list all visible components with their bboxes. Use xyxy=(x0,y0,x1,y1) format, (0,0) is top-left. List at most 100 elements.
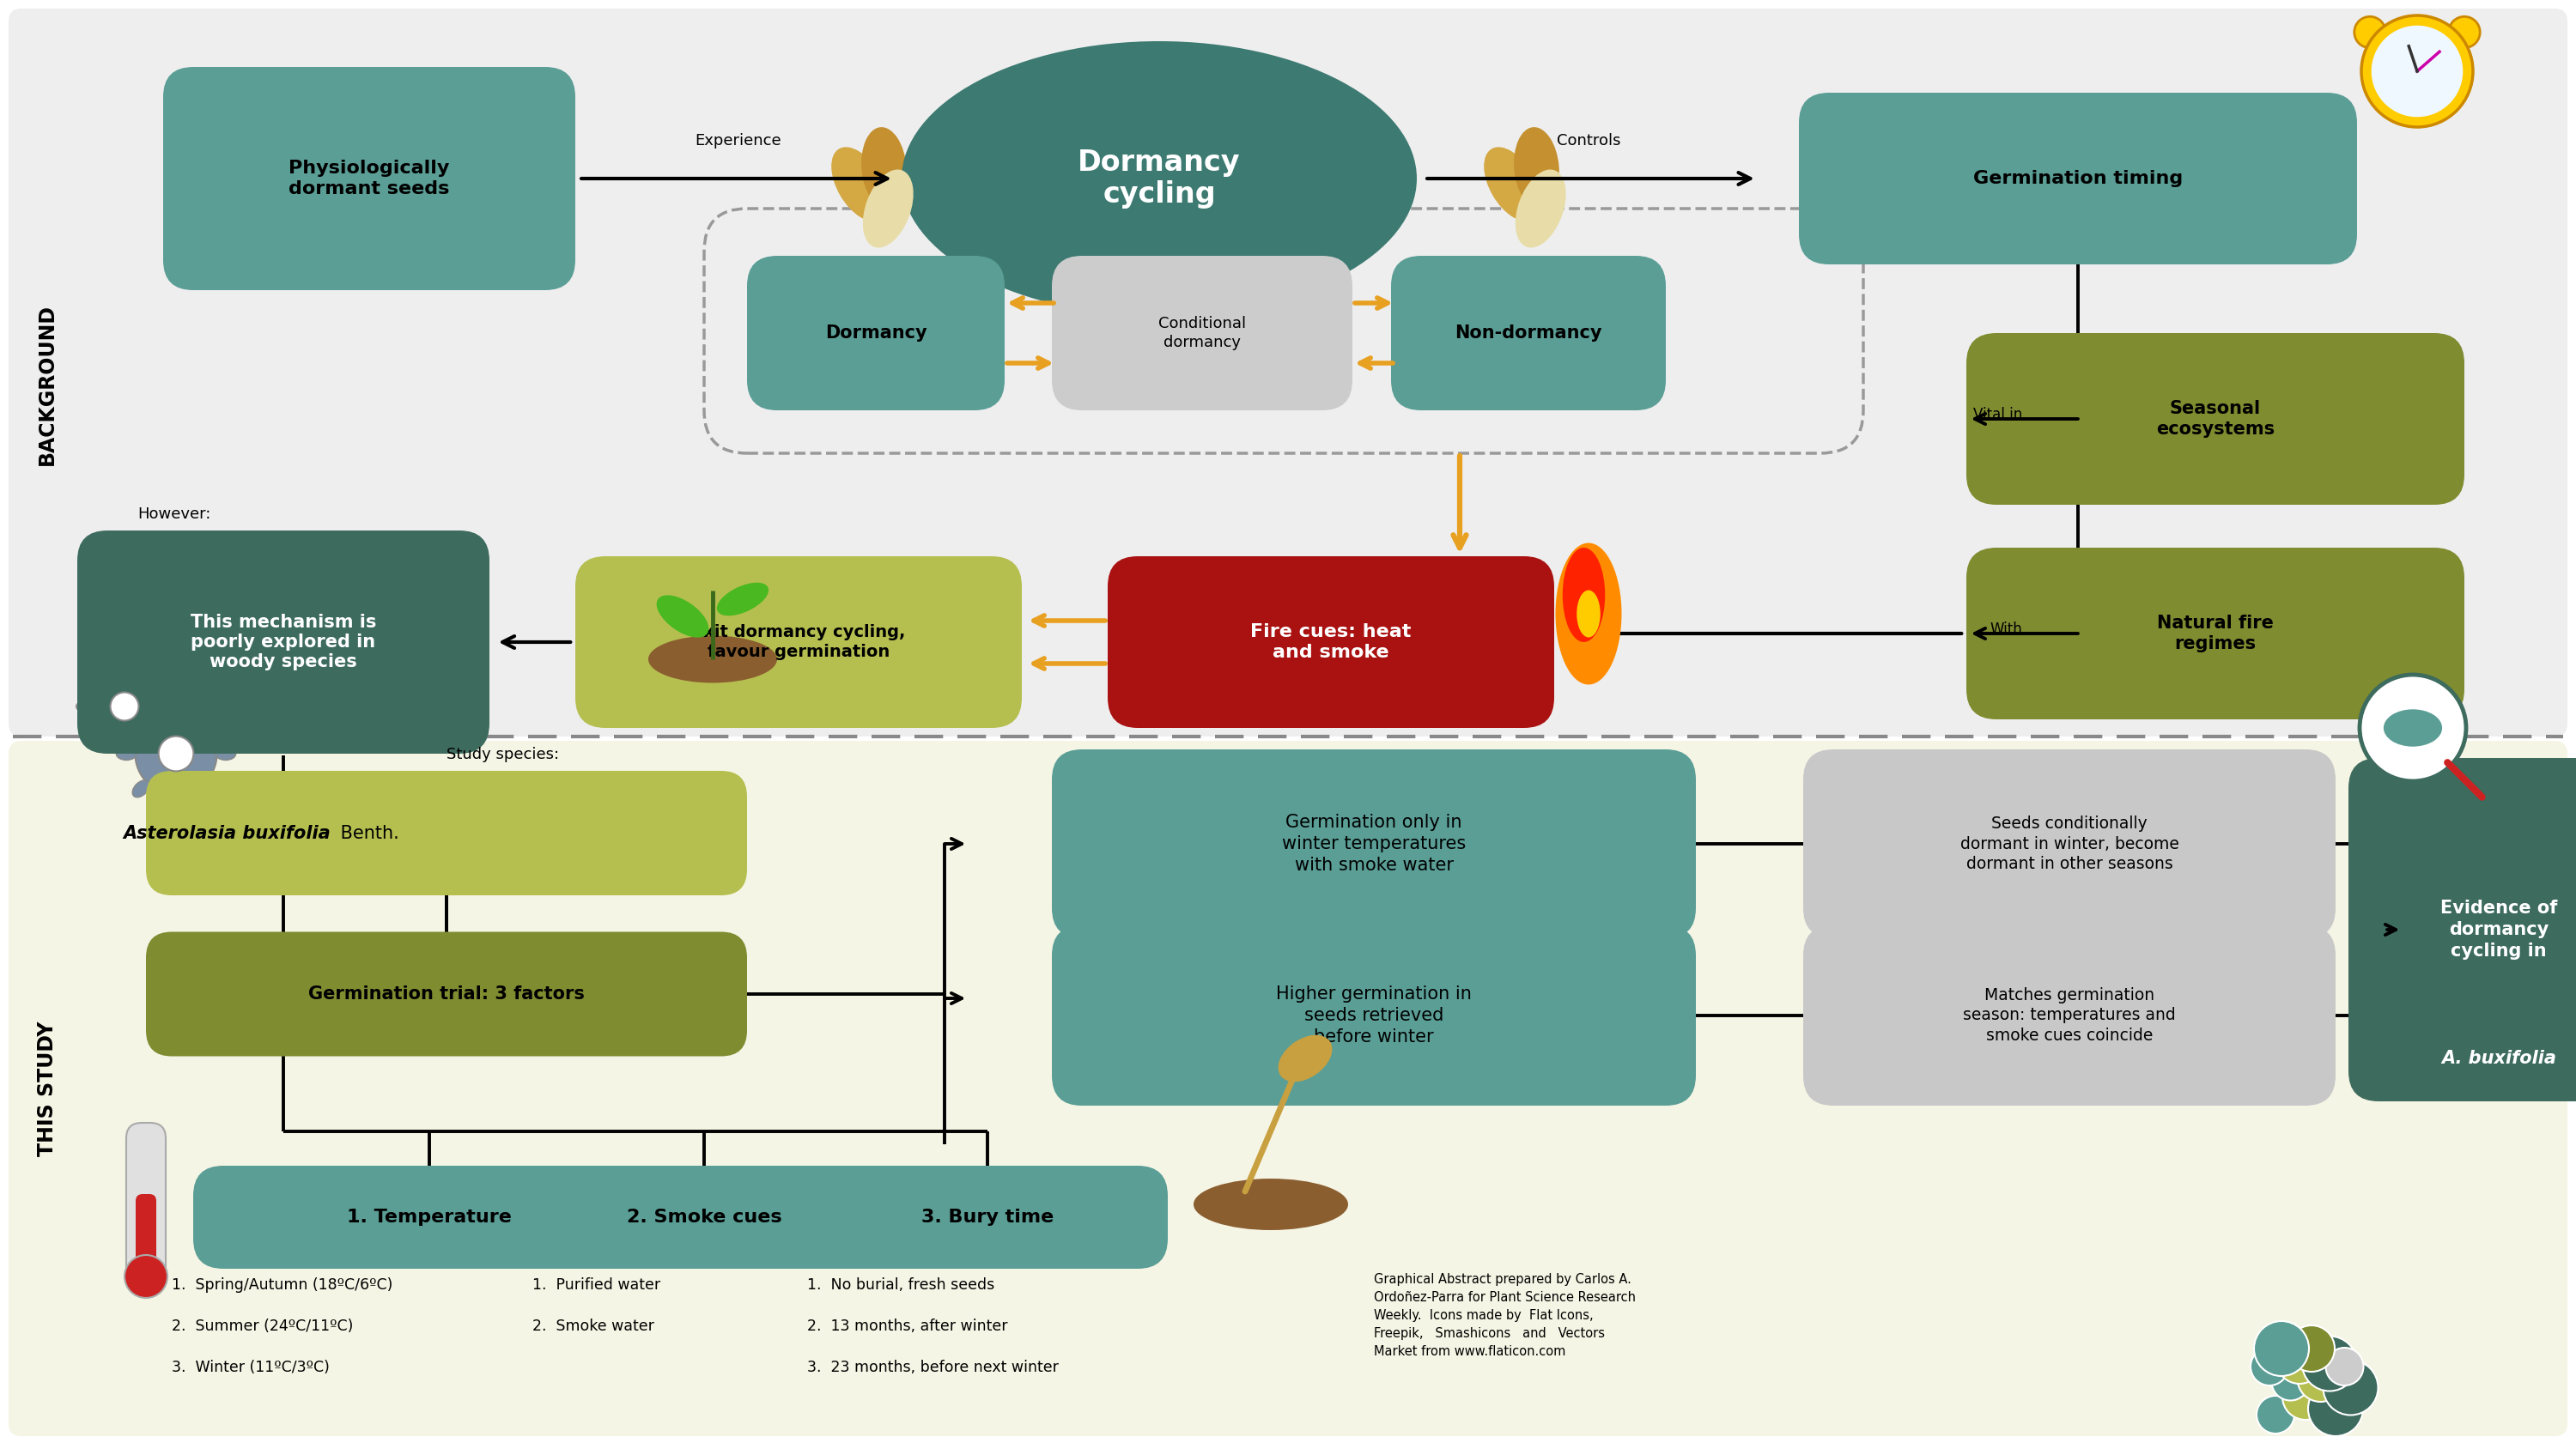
Circle shape xyxy=(2251,1348,2287,1385)
Text: Seeds conditionally
dormant in winter, become
dormant in other seasons: Seeds conditionally dormant in winter, b… xyxy=(1960,816,2179,872)
Text: Physiologically
dormant seeds: Physiologically dormant seeds xyxy=(289,159,451,197)
Ellipse shape xyxy=(157,701,173,711)
Circle shape xyxy=(2326,1348,2365,1385)
Text: Fire cues: heat
and smoke: Fire cues: heat and smoke xyxy=(1249,623,1412,661)
Text: Dormancy: Dormancy xyxy=(824,325,927,342)
FancyBboxPatch shape xyxy=(147,932,747,1056)
FancyBboxPatch shape xyxy=(523,1166,884,1269)
Ellipse shape xyxy=(1193,1178,1347,1230)
Text: 1. Temperature: 1. Temperature xyxy=(348,1208,513,1226)
Circle shape xyxy=(160,736,193,771)
Circle shape xyxy=(2277,1337,2324,1384)
Text: 2.  13 months, after winter: 2. 13 months, after winter xyxy=(806,1319,1007,1335)
FancyBboxPatch shape xyxy=(162,67,574,290)
Text: Germination trial: 3 factors: Germination trial: 3 factors xyxy=(309,985,585,1003)
Circle shape xyxy=(2282,1374,2329,1420)
Ellipse shape xyxy=(131,780,149,797)
Text: 2.  Summer (24ºC/11ºC): 2. Summer (24ºC/11ºC) xyxy=(173,1319,353,1335)
Ellipse shape xyxy=(118,739,129,755)
Text: Germination only in
winter temperatures
with smoke water: Germination only in winter temperatures … xyxy=(1283,814,1466,874)
Ellipse shape xyxy=(204,780,219,797)
FancyBboxPatch shape xyxy=(2349,758,2576,1101)
Circle shape xyxy=(2254,1321,2308,1377)
FancyBboxPatch shape xyxy=(1803,926,2336,1106)
Text: With: With xyxy=(1989,622,2022,638)
Ellipse shape xyxy=(1515,128,1558,209)
Text: Non-dormancy: Non-dormancy xyxy=(1455,325,1602,342)
Ellipse shape xyxy=(832,148,889,222)
FancyBboxPatch shape xyxy=(1803,749,2336,939)
Text: 3.  23 months, before next winter: 3. 23 months, before next winter xyxy=(806,1359,1059,1375)
Text: Natural fire
regimes: Natural fire regimes xyxy=(2156,614,2275,652)
Text: Matches germination
season: temperatures and
smoke cues coincide: Matches germination season: temperatures… xyxy=(1963,987,2177,1043)
FancyBboxPatch shape xyxy=(1965,333,2465,504)
Ellipse shape xyxy=(1484,148,1540,222)
Text: Benth.: Benth. xyxy=(335,824,399,842)
Circle shape xyxy=(2362,16,2473,128)
Circle shape xyxy=(2308,1381,2362,1436)
Ellipse shape xyxy=(170,793,183,813)
Ellipse shape xyxy=(147,671,160,685)
Text: Germination timing: Germination timing xyxy=(1973,170,2182,187)
Ellipse shape xyxy=(1515,170,1566,248)
Text: This mechanism is
poorly explored in
woody species: This mechanism is poorly explored in woo… xyxy=(191,613,376,671)
Ellipse shape xyxy=(147,727,160,742)
Text: THIS STUDY: THIS STUDY xyxy=(36,1022,57,1156)
Text: Dormancy
cycling: Dormancy cycling xyxy=(1077,149,1242,209)
Text: Conditional
dormancy: Conditional dormancy xyxy=(1159,316,1247,351)
Text: Controls: Controls xyxy=(1556,133,1620,148)
FancyBboxPatch shape xyxy=(1798,93,2357,264)
FancyBboxPatch shape xyxy=(1391,256,1667,410)
Circle shape xyxy=(2287,1326,2334,1372)
FancyBboxPatch shape xyxy=(1051,256,1352,410)
Ellipse shape xyxy=(90,727,103,742)
Text: Vital in: Vital in xyxy=(1973,407,2022,422)
Circle shape xyxy=(2298,1355,2344,1401)
Text: Exit dormancy cycling,
favour germination: Exit dormancy cycling, favour germinatio… xyxy=(693,625,904,661)
Text: Asterolasia buxifolia: Asterolasia buxifolia xyxy=(124,824,330,842)
Ellipse shape xyxy=(90,671,103,685)
Text: Higher germination in
seeds retrieved
before winter: Higher germination in seeds retrieved be… xyxy=(1275,985,1471,1045)
FancyBboxPatch shape xyxy=(137,1194,157,1275)
Circle shape xyxy=(111,693,139,720)
Circle shape xyxy=(2450,16,2481,48)
Ellipse shape xyxy=(1564,548,1605,642)
Circle shape xyxy=(2324,1361,2378,1416)
Ellipse shape xyxy=(116,748,137,761)
FancyBboxPatch shape xyxy=(1051,926,1695,1106)
Text: A. buxifolia: A. buxifolia xyxy=(2442,1051,2555,1066)
Ellipse shape xyxy=(170,694,183,714)
Text: BACKGROUND: BACKGROUND xyxy=(36,304,57,465)
FancyBboxPatch shape xyxy=(77,530,489,753)
Text: 1.  Purified water: 1. Purified water xyxy=(533,1278,659,1293)
Circle shape xyxy=(2272,1362,2308,1401)
Circle shape xyxy=(2354,16,2385,48)
Ellipse shape xyxy=(1278,1035,1332,1082)
Ellipse shape xyxy=(1577,590,1600,638)
FancyBboxPatch shape xyxy=(147,771,747,895)
Ellipse shape xyxy=(118,658,129,675)
Circle shape xyxy=(2372,26,2463,117)
FancyBboxPatch shape xyxy=(1108,556,1553,727)
FancyBboxPatch shape xyxy=(193,1166,665,1269)
Text: Seasonal
ecosystems: Seasonal ecosystems xyxy=(2156,400,2275,438)
Circle shape xyxy=(134,713,216,794)
Ellipse shape xyxy=(649,636,778,682)
Ellipse shape xyxy=(1556,543,1623,684)
Ellipse shape xyxy=(902,41,1417,316)
Ellipse shape xyxy=(77,701,93,711)
Circle shape xyxy=(2303,1336,2357,1391)
FancyBboxPatch shape xyxy=(574,556,1023,727)
Ellipse shape xyxy=(204,710,219,727)
FancyBboxPatch shape xyxy=(1965,548,2465,719)
FancyBboxPatch shape xyxy=(8,740,2568,1436)
Ellipse shape xyxy=(860,128,907,209)
FancyBboxPatch shape xyxy=(8,9,2568,736)
FancyBboxPatch shape xyxy=(806,1166,1167,1269)
Text: 3. Bury time: 3. Bury time xyxy=(922,1208,1054,1226)
Text: 1.  No burial, fresh seeds: 1. No burial, fresh seeds xyxy=(806,1278,994,1293)
Text: Evidence of
dormancy
cycling in: Evidence of dormancy cycling in xyxy=(2439,900,2558,959)
Text: Graphical Abstract prepared by Carlos A.
Ordoñez-Parra for Plant Science Researc: Graphical Abstract prepared by Carlos A.… xyxy=(1373,1274,1636,1358)
Text: 2. Smoke cues: 2. Smoke cues xyxy=(626,1208,781,1226)
Text: 1.  Spring/Autumn (18ºC/6ºC): 1. Spring/Autumn (18ºC/6ºC) xyxy=(173,1278,392,1293)
